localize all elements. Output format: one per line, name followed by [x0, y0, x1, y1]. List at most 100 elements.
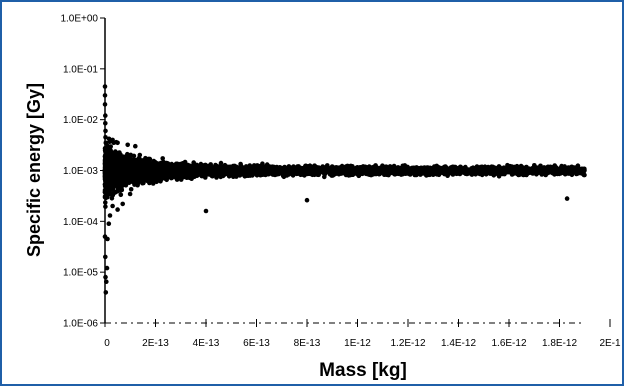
scatter-point: [338, 165, 343, 171]
scatter-point: [120, 162, 125, 167]
scatter-point: [541, 166, 546, 171]
scatter-point: [110, 170, 115, 176]
scatter-point: [237, 167, 242, 173]
y-tick-label: 1.0E-01: [63, 64, 98, 75]
scatter-point: [142, 170, 148, 175]
scatter-point: [103, 128, 108, 134]
scatter-point: [521, 172, 526, 178]
scatter-point: [270, 167, 275, 173]
scatter-point: [160, 156, 165, 161]
scatter-point: [110, 184, 115, 189]
scatter-point: [119, 154, 125, 160]
scatter-point: [273, 172, 279, 177]
scatter-point: [418, 171, 423, 176]
scatter-point: [141, 162, 147, 168]
scatter-point: [118, 192, 124, 198]
scatter-point: [127, 191, 133, 197]
scatter-point: [110, 192, 116, 198]
scatter-point: [529, 167, 535, 172]
x-tick-label: 0: [104, 338, 110, 349]
scatter-point: [310, 170, 316, 175]
scatter-point: [183, 168, 188, 173]
scatter-point: [483, 168, 488, 174]
x-tick-label: 2E-1: [599, 338, 621, 349]
scatter-point: [102, 84, 108, 89]
scatter-point: [113, 189, 119, 195]
scatter-point: [264, 167, 270, 173]
scatter-point: [500, 167, 506, 172]
scatter-point: [284, 170, 290, 175]
scatter-point: [419, 167, 425, 172]
scatter-point: [487, 166, 493, 172]
scatter-point: [533, 169, 539, 175]
scatter-point: [106, 136, 112, 142]
scatter-point: [188, 169, 194, 174]
scatter-point: [411, 165, 417, 171]
scatter-point: [103, 162, 108, 167]
scatter-point: [102, 182, 108, 187]
scatter-cloud: [102, 139, 587, 209]
scatter-point: [463, 164, 468, 170]
scatter-point: [110, 203, 115, 209]
scatter-point: [105, 236, 110, 242]
scatter-point: [208, 165, 214, 170]
scatter-point: [103, 200, 108, 205]
x-axis-title: Mass [kg]: [319, 360, 407, 381]
scatter-point: [242, 167, 247, 173]
scatter-point: [143, 155, 148, 161]
scatter-point: [203, 208, 209, 214]
x-tick-label: 1E-12: [344, 338, 371, 349]
scatter-point: [562, 166, 567, 172]
scatter-point: [222, 165, 227, 171]
scatter-point: [576, 166, 581, 172]
scatter-point: [564, 196, 570, 201]
scatter-point: [214, 175, 219, 180]
scatter-point: [451, 164, 457, 170]
scatter-point: [103, 274, 108, 280]
scatter-point: [145, 163, 150, 168]
scatter-point: [312, 163, 317, 168]
x-tick-label: 1.4E-12: [441, 338, 476, 349]
scatter-point: [549, 167, 554, 173]
scatter-point: [348, 169, 353, 174]
scatter-point: [163, 163, 169, 168]
scatter-point: [322, 174, 327, 180]
scatter-point: [304, 197, 310, 203]
scatter-point: [370, 170, 376, 176]
scatter-point: [344, 166, 350, 172]
scatter-point: [102, 93, 108, 98]
scatter-point: [118, 170, 124, 175]
scatter-point: [516, 166, 522, 171]
y-tick-label: 1.0E+00: [60, 14, 98, 25]
scatter-point: [520, 168, 526, 173]
scatter-point: [218, 174, 223, 180]
scatter-point: [106, 221, 112, 226]
scatter-point: [103, 157, 108, 162]
x-tick-label: 6E-13: [243, 338, 270, 349]
scatter-point: [120, 201, 125, 207]
scatter-point: [283, 166, 288, 172]
x-tick-label: 1.6E-12: [491, 338, 526, 349]
scatter-point: [107, 213, 113, 218]
scatter-point: [361, 167, 366, 172]
scatter-point: [329, 164, 335, 169]
scatter-point: [147, 180, 152, 186]
y-axis-title: Specific energy [Gy]: [24, 83, 44, 257]
scatter-point: [492, 166, 498, 171]
scatter-point: [504, 169, 510, 174]
scatter-point: [315, 166, 321, 171]
scatter-point: [124, 174, 130, 179]
scatter-point: [442, 164, 447, 170]
scatter-point: [158, 173, 163, 179]
scatter-point: [136, 167, 141, 173]
scatter-point: [103, 204, 108, 209]
scatter-point: [104, 194, 110, 199]
scatter-point: [306, 171, 312, 176]
scatter-point: [276, 168, 281, 173]
scatter-point: [448, 168, 454, 174]
scatter-point: [138, 175, 143, 181]
scatter-point: [260, 161, 265, 166]
scatter-point: [103, 121, 108, 126]
scatter-point: [247, 171, 252, 177]
